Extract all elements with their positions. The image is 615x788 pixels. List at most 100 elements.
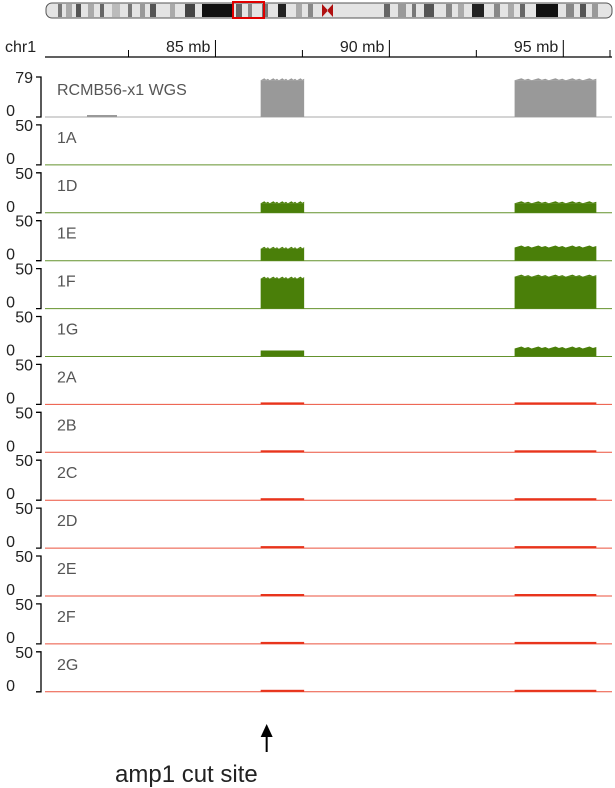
ideogram-band <box>185 4 195 17</box>
coverage-block <box>260 546 305 549</box>
chromosome-ideogram <box>45 1 613 19</box>
track-label: 1D <box>57 178 77 195</box>
coverage-block <box>260 689 305 692</box>
ideogram-band <box>296 4 302 17</box>
coverage-block-edge <box>514 245 597 248</box>
track-ymin-label: 0 <box>6 438 15 455</box>
track-ymax-label: 50 <box>15 214 33 231</box>
track-2c: 500 2C <box>6 453 612 503</box>
ideogram-band <box>308 4 313 17</box>
ideogram-band <box>248 4 252 17</box>
track-1f: 500 1F <box>6 262 612 312</box>
track-ymin-label: 0 <box>6 582 15 599</box>
coverage-block <box>514 498 597 501</box>
coverage-block-edge <box>514 201 597 204</box>
track-y-axis <box>36 267 42 310</box>
track-y-axis <box>36 507 42 549</box>
coverage-block <box>514 276 597 309</box>
coverage-block <box>260 641 305 644</box>
track-label: 1A <box>57 130 77 147</box>
track-y-axis <box>36 172 42 214</box>
track-ymin-label: 0 <box>6 630 15 647</box>
centromere-mark <box>322 4 333 17</box>
ideogram-band <box>170 4 175 17</box>
coverage-block <box>514 348 597 357</box>
track-ymin-label: 0 <box>6 103 15 120</box>
coverage-block-edge <box>514 274 597 277</box>
coverage-block <box>260 594 305 596</box>
track-ymax-label: 50 <box>15 262 33 279</box>
ideogram-band <box>278 4 286 17</box>
track-ymax-label: 50 <box>15 405 33 422</box>
ideogram-band <box>592 4 598 17</box>
x-tick-label: 90 mb <box>340 39 385 56</box>
track-rcmb56-x1-wgs: 790 RCMB56-x1 WGS <box>6 70 612 120</box>
coverage-block <box>260 248 305 261</box>
x-tick-label: 95 mb <box>514 39 559 56</box>
ideogram-band <box>112 4 120 17</box>
track-label: 1G <box>57 322 78 339</box>
track-label: 2F <box>57 609 76 626</box>
track-ymax-label: 50 <box>15 357 33 374</box>
track-2e: 500 2E <box>6 549 612 599</box>
ideogram-highlight-box <box>232 1 265 19</box>
ideogram-band <box>566 4 574 17</box>
track-ymax-label: 50 <box>15 597 33 614</box>
coverage-block <box>514 641 597 644</box>
track-ymin-label: 0 <box>6 199 15 216</box>
ideogram-band <box>412 4 416 17</box>
track-y-axis <box>36 124 42 166</box>
coverage-block <box>514 546 597 549</box>
coverage-block <box>514 80 597 117</box>
track-ymax-label: 50 <box>15 453 33 470</box>
coverage-block <box>514 594 597 596</box>
ideogram-band <box>384 4 390 17</box>
coverage-block-edge <box>514 78 597 81</box>
ideogram-band <box>88 4 94 17</box>
ideogram-band <box>580 4 586 17</box>
track-2g: 500 2G <box>6 645 612 695</box>
ideogram-band <box>536 4 558 17</box>
track-ymin-label: 0 <box>6 247 15 264</box>
track-ymax-label: 50 <box>15 549 33 566</box>
chromosome-label: chr1 <box>5 39 36 56</box>
ideogram-band <box>446 4 452 17</box>
track-ymax-label: 50 <box>15 118 33 135</box>
coverage-block <box>260 203 305 213</box>
track-y-axis <box>36 459 42 501</box>
track-1d: 500 1D <box>6 166 612 216</box>
track-2b: 500 2B <box>6 405 612 455</box>
track-2f: 500 2F <box>6 597 612 647</box>
ideogram-band <box>458 4 464 17</box>
ideogram-band <box>66 4 72 17</box>
coverage-block <box>260 450 305 453</box>
coverage-block-edge <box>514 346 597 349</box>
coverage-block <box>514 203 597 213</box>
cut-site-label: amp1 cut site <box>115 761 258 788</box>
track-label: 2G <box>57 657 78 674</box>
track-label: 2D <box>57 513 77 530</box>
coverage-block-edge <box>260 276 305 279</box>
track-label: 2C <box>57 465 77 482</box>
track-ymax-label: 79 <box>15 70 33 87</box>
track-ymin-label: 0 <box>6 343 15 360</box>
track-2a: 500 2A <box>6 357 612 407</box>
track-ymin-label: 0 <box>6 678 15 695</box>
coverage-block <box>514 689 597 692</box>
track-1g: 500 1G <box>6 310 612 360</box>
track-y-axis <box>36 651 42 693</box>
track-y-axis <box>36 363 42 406</box>
track-ymin-label: 0 <box>6 534 15 551</box>
annotations: amp1 cut site <box>115 724 273 788</box>
track-ymin-label: 0 <box>6 295 15 312</box>
track-ymax-label: 50 <box>15 645 33 662</box>
coverage-block <box>260 498 305 501</box>
track-1e: 500 1E <box>6 214 612 264</box>
track-2d: 500 2D <box>6 501 612 551</box>
track-y-axis <box>36 603 42 645</box>
coverage-block <box>260 80 305 117</box>
track-ymin-label: 0 <box>6 486 15 503</box>
track-ymin-label: 0 <box>6 390 15 407</box>
ideogram-band <box>472 4 484 17</box>
